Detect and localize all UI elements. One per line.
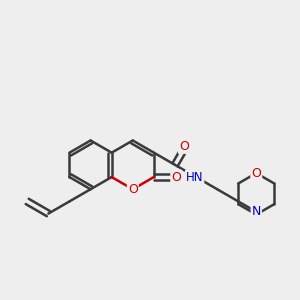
Text: O: O (128, 183, 138, 196)
Text: O: O (251, 167, 261, 180)
Text: O: O (179, 140, 189, 153)
Text: O: O (171, 170, 181, 184)
Text: N: N (252, 205, 261, 218)
Text: HN: HN (186, 170, 203, 184)
